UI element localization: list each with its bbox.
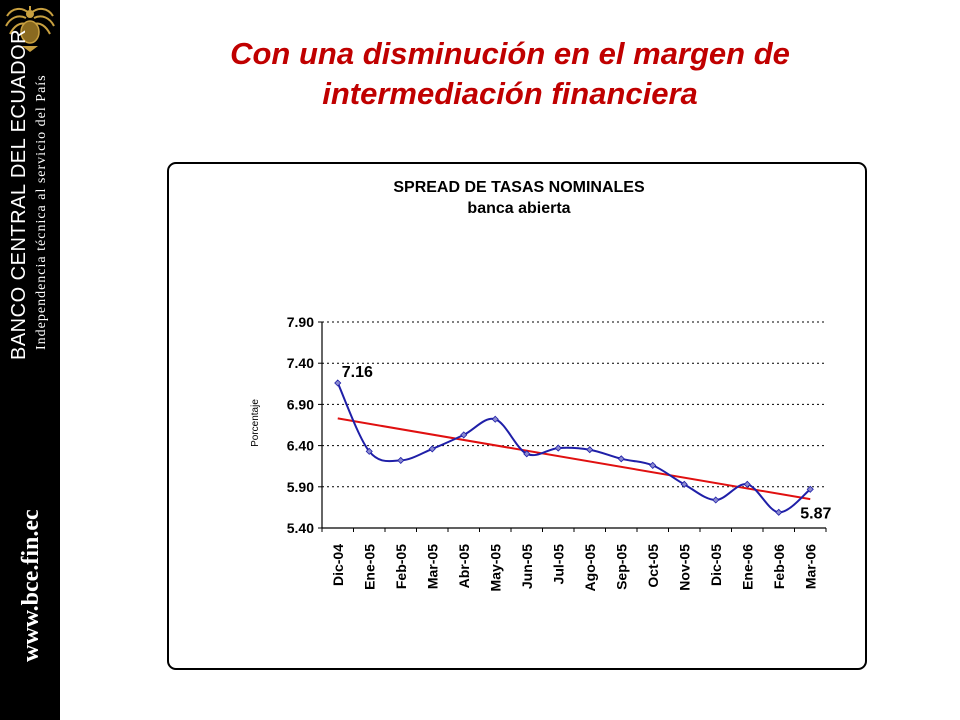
trend-line: [337, 417, 811, 501]
chart-subtitle: banca abierta: [467, 200, 570, 217]
eagle-crest-icon: [5, 6, 55, 52]
y-tick-label: 5.40: [287, 520, 314, 536]
data-point: [680, 480, 688, 488]
data-point: [586, 446, 594, 454]
sidebar: BANCO CENTRAL DEL ECUADOR Independencia …: [0, 0, 60, 720]
y-axis-label: Porcentaje: [250, 399, 261, 447]
data-point: [334, 379, 342, 387]
data-point: [617, 455, 625, 463]
data-point: [806, 485, 814, 493]
data-label: 7.16: [342, 364, 373, 381]
x-tick-label: Feb-05: [393, 544, 409, 589]
slide-title-line-1: Con una disminución en el margen de: [230, 36, 790, 71]
x-tick-label: Dic-05: [708, 544, 724, 586]
data-point: [775, 508, 783, 516]
data-point: [397, 456, 405, 464]
chart-frame: [167, 162, 867, 670]
x-tick-label: Mar-05: [424, 544, 440, 589]
y-tick-label: 6.90: [287, 396, 314, 412]
x-tick-label: Ene-06: [739, 544, 755, 590]
x-tick-label: May-05: [487, 544, 503, 592]
data-point: [460, 431, 468, 439]
data-point: [743, 480, 751, 488]
y-tick-label: 5.90: [287, 479, 314, 495]
data-point: [365, 447, 373, 455]
x-tick-label: Abr-05: [456, 544, 472, 589]
data-point: [554, 444, 562, 452]
slide-title-line-2: intermediación financiera: [322, 76, 698, 111]
slide-title: Con una disminución en el margen de inte…: [90, 34, 930, 114]
data-point: [428, 445, 436, 453]
series-line: [336, 382, 811, 514]
data-point: [523, 450, 531, 458]
data-label: 5.87: [800, 505, 831, 522]
x-tick-label: Dic-04: [330, 544, 346, 586]
x-tick-label: Nov-05: [676, 544, 692, 591]
x-tick-label: Ago-05: [582, 544, 598, 592]
x-tick-label: Ene-05: [361, 544, 377, 590]
chart-title: SPREAD DE TASAS NOMINALES: [393, 179, 645, 196]
y-tick-label: 7.90: [287, 314, 314, 330]
x-tick-label: Jul-05: [550, 544, 566, 585]
x-tick-label: Oct-05: [645, 544, 661, 588]
data-point: [712, 496, 720, 504]
data-point: [491, 415, 499, 423]
y-tick-label: 7.40: [287, 355, 314, 371]
x-tick-label: Jun-05: [519, 544, 535, 589]
x-tick-label: Feb-06: [771, 544, 787, 589]
data-point: [649, 461, 657, 469]
x-tick-label: Sep-05: [613, 544, 629, 590]
x-tick-label: Mar-06: [802, 544, 818, 589]
y-tick-label: 6.40: [287, 438, 314, 454]
